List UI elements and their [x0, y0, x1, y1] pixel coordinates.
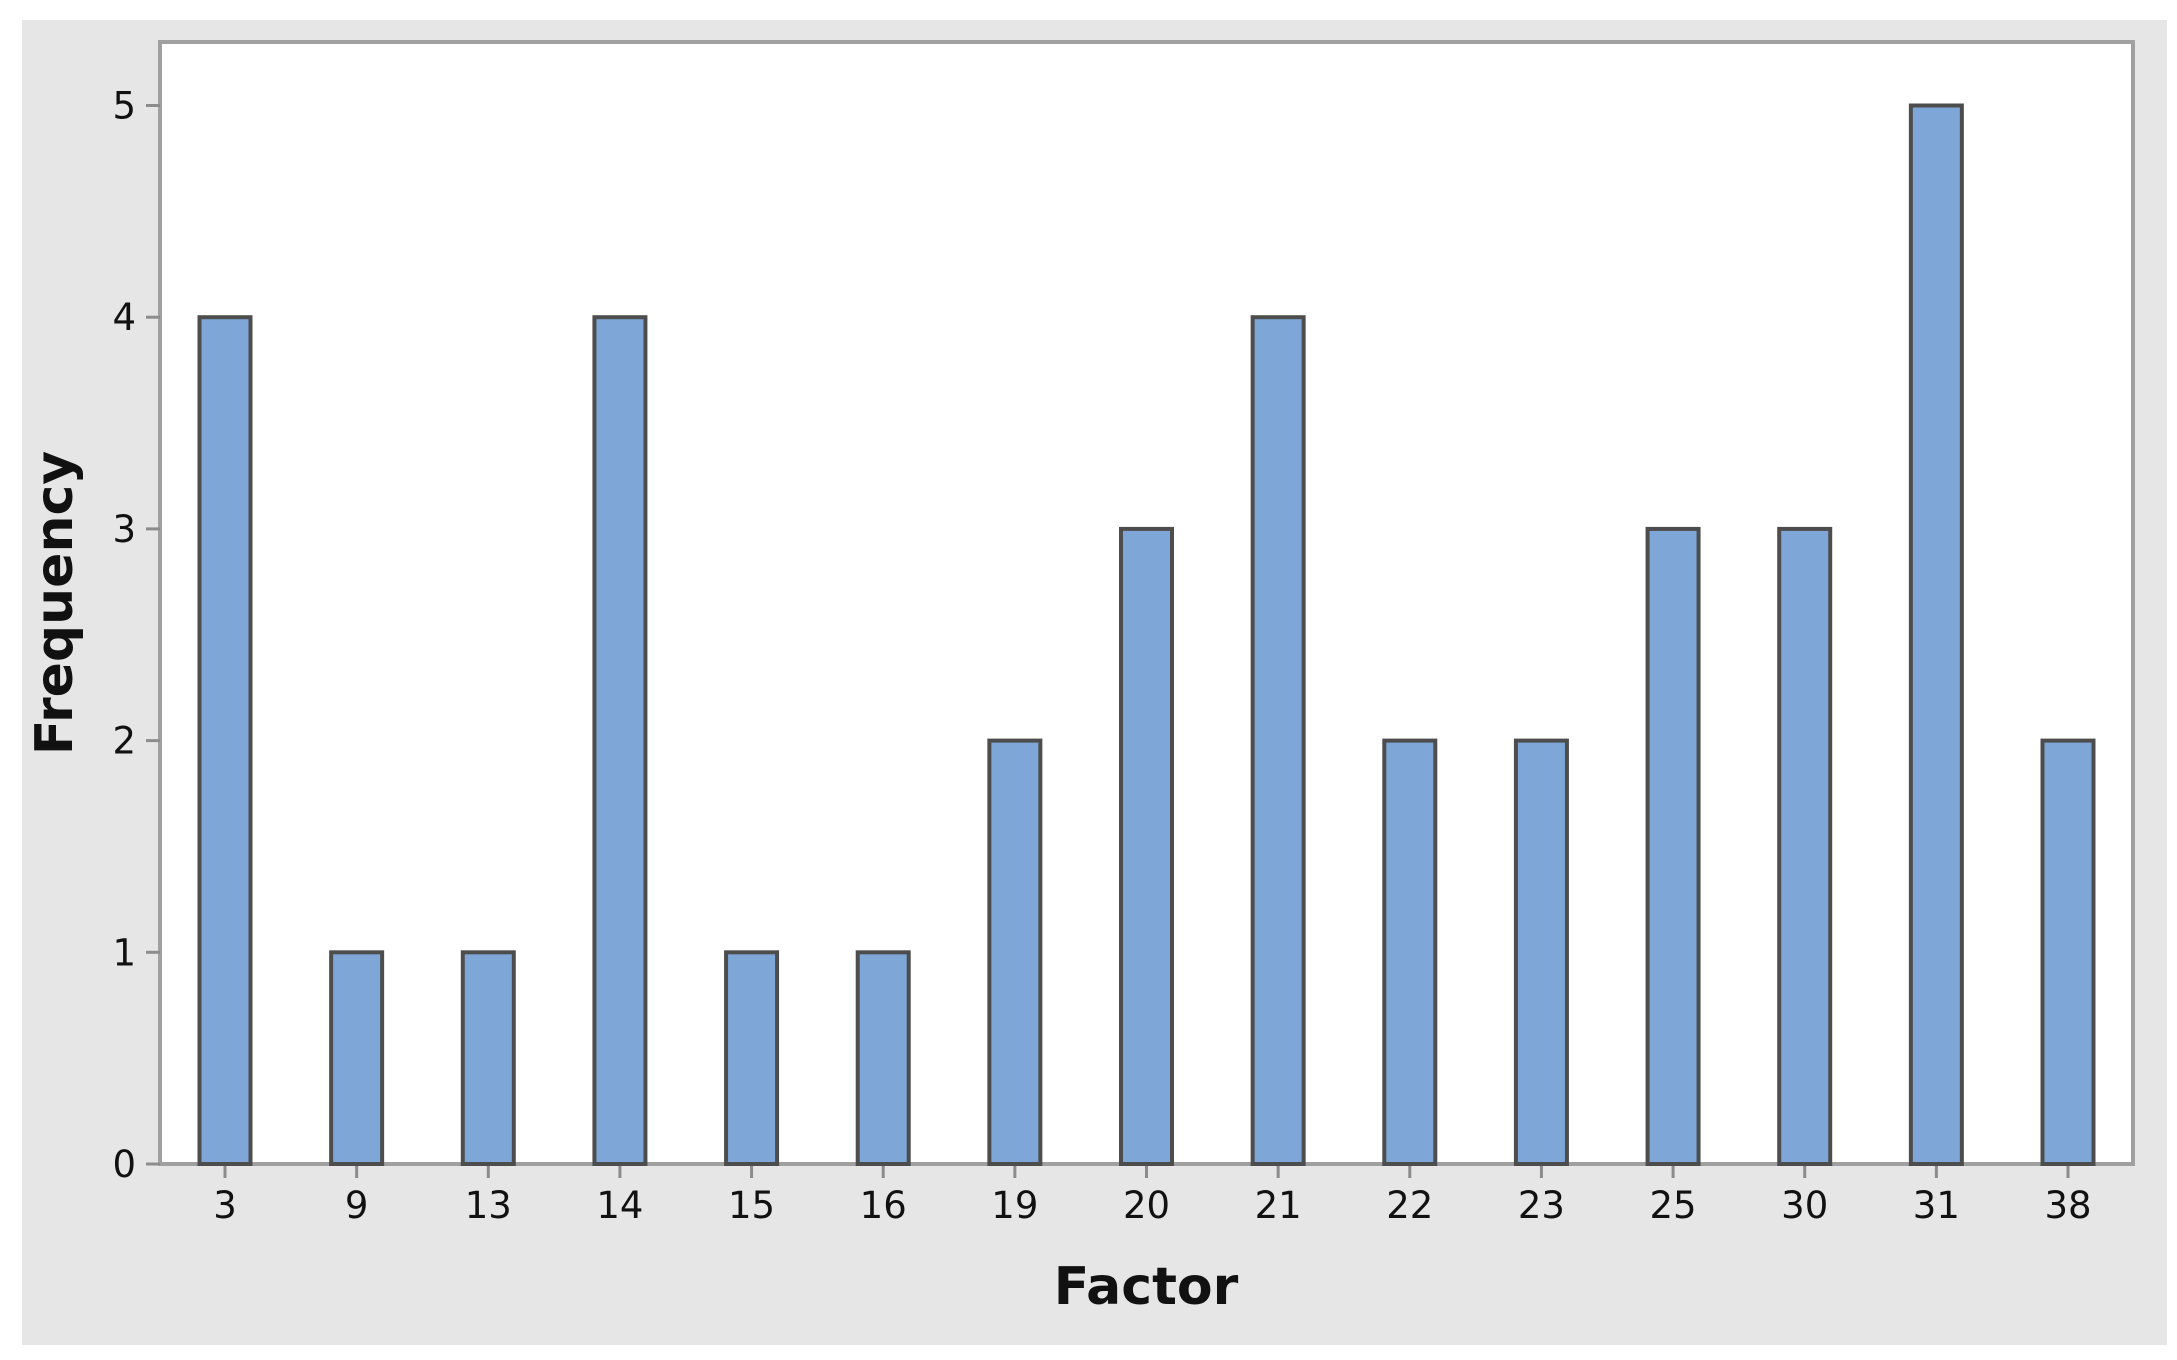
bar-25 — [1645, 526, 1701, 1166]
x-tick-label: 20 — [1123, 1184, 1170, 1227]
y-tick-label: 1 — [112, 931, 136, 974]
x-tick-label: 16 — [860, 1184, 907, 1227]
bar-14 — [592, 315, 648, 1167]
x-tick-label: 13 — [465, 1184, 512, 1227]
x-tick-label: 31 — [1913, 1184, 1960, 1227]
x-tick-label: 38 — [2044, 1184, 2091, 1227]
bar-20 — [1119, 526, 1174, 1166]
x-tick-label: 23 — [1518, 1184, 1565, 1227]
bar-38 — [2040, 738, 2096, 1166]
bar-series — [197, 103, 2096, 1167]
x-tick-label: 22 — [1386, 1184, 1433, 1227]
x-tick-label: 21 — [1255, 1184, 1302, 1227]
x-tick-label: 9 — [345, 1184, 369, 1227]
x-axis-title: Factor — [1054, 1257, 1239, 1317]
y-tick-label: 5 — [112, 85, 136, 128]
bar-3 — [197, 315, 253, 1167]
bar-23 — [1513, 738, 1569, 1166]
x-tick-label: 30 — [1781, 1184, 1828, 1227]
x-tick-label: 19 — [991, 1184, 1038, 1227]
bar-19 — [987, 738, 1043, 1166]
x-tick-label: 14 — [596, 1184, 643, 1227]
y-tick-label: 4 — [112, 296, 136, 339]
y-axis-title: Frequency — [25, 451, 85, 755]
bar-9 — [329, 950, 385, 1166]
x-tick-label: 3 — [213, 1184, 237, 1227]
bar-30 — [1777, 526, 1833, 1166]
y-axis-ticks: 0 1 2 3 4 5 — [112, 85, 160, 1186]
bar-15 — [724, 950, 780, 1166]
bar-13 — [460, 950, 516, 1166]
x-axis-ticks: 3 9 13 14 15 16 19 20 21 22 23 25 30 31 38 — [213, 1164, 2092, 1227]
x-tick-label: 15 — [728, 1184, 775, 1227]
bar-31 — [1908, 103, 1964, 1167]
bar-16 — [855, 950, 911, 1166]
y-tick-label: 2 — [112, 720, 136, 763]
x-tick-label: 25 — [1650, 1184, 1697, 1227]
bar-22 — [1382, 738, 1438, 1166]
y-tick-label: 0 — [112, 1143, 136, 1186]
bar-21 — [1250, 315, 1306, 1167]
y-tick-label: 3 — [112, 508, 136, 551]
